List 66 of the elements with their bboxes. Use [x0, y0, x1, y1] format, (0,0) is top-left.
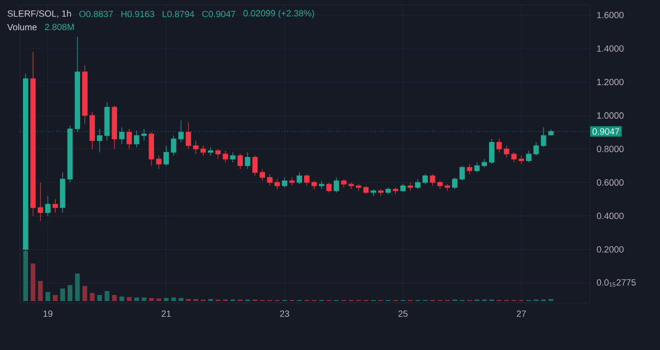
candlestick [326, 182, 332, 193]
annotation: O0.8837 [79, 10, 113, 18]
x-tick-label: 21 [162, 310, 171, 317]
candlestick [437, 180, 443, 190]
candlestick [400, 184, 406, 193]
text: SLERF/SOL, 1h [8, 10, 71, 18]
ref-line-label: 0.9047 [592, 128, 620, 135]
bar [104, 291, 110, 301]
candlestick [363, 186, 369, 194]
bar [178, 298, 184, 301]
y-tick-label: 0.0$_{15}$2775 [596, 279, 636, 287]
annotation: 0.02099 (+2.38%) [243, 10, 314, 18]
candlestick [466, 164, 472, 174]
candlestick [392, 187, 398, 194]
annotation: C0.9047 [202, 10, 236, 18]
bar [97, 295, 102, 301]
candlestick [459, 165, 465, 182]
y-tick-label: 0.2000 [596, 246, 624, 253]
candlestick [104, 102, 110, 141]
bar [75, 274, 80, 301]
x-tick-label: 25 [398, 310, 408, 317]
bar [60, 288, 65, 301]
candlestick [430, 174, 436, 186]
y-tick-label: 0.4000 [596, 212, 624, 220]
annotation: H0.9163 [121, 10, 154, 18]
bar [164, 298, 169, 301]
x-tick-label: 23 [280, 310, 290, 317]
bar [23, 251, 28, 301]
candlestick [540, 126, 546, 148]
bar [134, 298, 139, 301]
candlestick [504, 145, 510, 158]
bar [82, 286, 88, 301]
bar [149, 298, 154, 301]
x-tick-label: 27 [516, 310, 526, 317]
bar [52, 295, 58, 301]
candlestick [38, 182, 44, 222]
candlestick [289, 177, 295, 186]
y-tick-label: 0.6000 [596, 179, 624, 186]
candlestick [67, 125, 73, 183]
y-tick-label: 1.0000 [597, 112, 624, 119]
candlestick [30, 52, 36, 216]
candlestick [215, 148, 221, 160]
bar [119, 296, 124, 301]
bar [45, 292, 50, 301]
bar [126, 297, 132, 301]
candlestick [548, 129, 554, 136]
bar [90, 293, 95, 301]
y-tick-label: 1.4000 [597, 45, 624, 52]
bar [171, 298, 176, 301]
candlestick [141, 128, 147, 141]
bar [112, 295, 117, 301]
y-tick-label: 1.2000 [597, 78, 624, 86]
bar [142, 298, 146, 301]
y-tick-label: 0.8000 [596, 146, 624, 152]
y-tick-label: 1.6000 [597, 12, 624, 18]
chart-title: Volume [7, 24, 37, 30]
bar [68, 285, 72, 301]
candlestick [178, 120, 184, 143]
x-tick-label: 19 [44, 310, 52, 317]
candlestick [474, 162, 480, 173]
bar [38, 281, 43, 301]
annotation: 2.808M [44, 24, 74, 30]
candlestick [252, 155, 258, 176]
candlestick [511, 152, 517, 163]
annotation: L0.8794 [162, 10, 194, 18]
bar [30, 264, 36, 301]
